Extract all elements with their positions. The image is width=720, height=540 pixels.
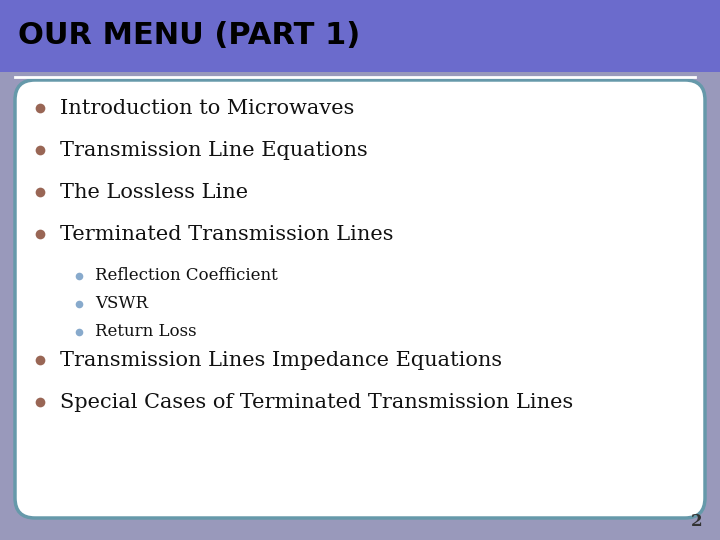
Text: Introduction to Microwaves: Introduction to Microwaves: [60, 98, 354, 118]
Text: VSWR: VSWR: [95, 295, 148, 313]
Text: Transmission Line Equations: Transmission Line Equations: [60, 140, 368, 159]
Text: OUR MENU (PART 1): OUR MENU (PART 1): [18, 22, 360, 51]
Text: 2: 2: [691, 513, 703, 530]
Text: The Lossless Line: The Lossless Line: [60, 183, 248, 201]
Text: Reflection Coefficient: Reflection Coefficient: [95, 267, 278, 285]
Text: Terminated Transmission Lines: Terminated Transmission Lines: [60, 225, 394, 244]
FancyBboxPatch shape: [15, 80, 705, 518]
Text: Return Loss: Return Loss: [95, 323, 197, 341]
FancyBboxPatch shape: [0, 0, 720, 72]
Text: Transmission Lines Impedance Equations: Transmission Lines Impedance Equations: [60, 350, 502, 369]
Text: Special Cases of Terminated Transmission Lines: Special Cases of Terminated Transmission…: [60, 393, 573, 411]
